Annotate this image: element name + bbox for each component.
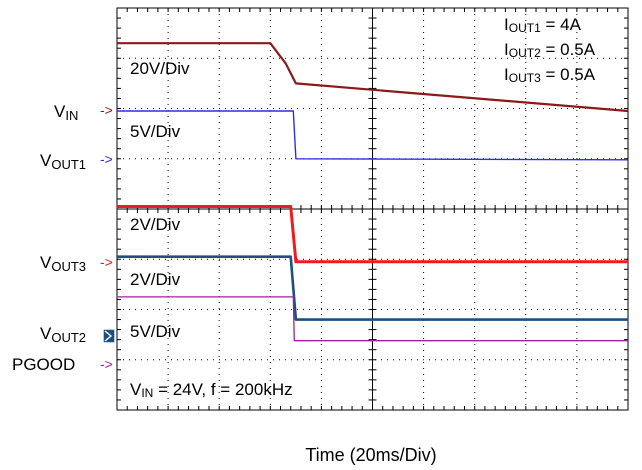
scale-label-vout3: 2V/Div (130, 215, 181, 234)
channel-marker-pgood: -> (100, 356, 113, 372)
channel-label-vin: VIN (54, 102, 78, 123)
scale-label-pgood: 2V/Div (130, 270, 181, 289)
channel-marker-vout3: -> (100, 254, 113, 270)
scale-label-vout1: 5V/Div (130, 122, 181, 141)
channel-marker-vout1: -> (100, 151, 113, 167)
scale-label-vout2: 5V/Div (130, 322, 181, 341)
channel-label-vout2: VOUT2 (40, 324, 86, 345)
x-axis-title: Time (20ms/Div) (305, 445, 436, 465)
condition-annotation: VIN = 24V, f = 200kHz (130, 380, 293, 400)
channel-label-pgood: PGOOD (12, 355, 75, 374)
channel-label-vout3: VOUT3 (40, 253, 86, 274)
scale-label-vin: 20V/Div (130, 59, 190, 78)
channel-marker-vout2 (103, 329, 115, 343)
channel-marker-vin: -> (100, 102, 113, 118)
channel-label-vout1: VOUT1 (40, 151, 86, 172)
